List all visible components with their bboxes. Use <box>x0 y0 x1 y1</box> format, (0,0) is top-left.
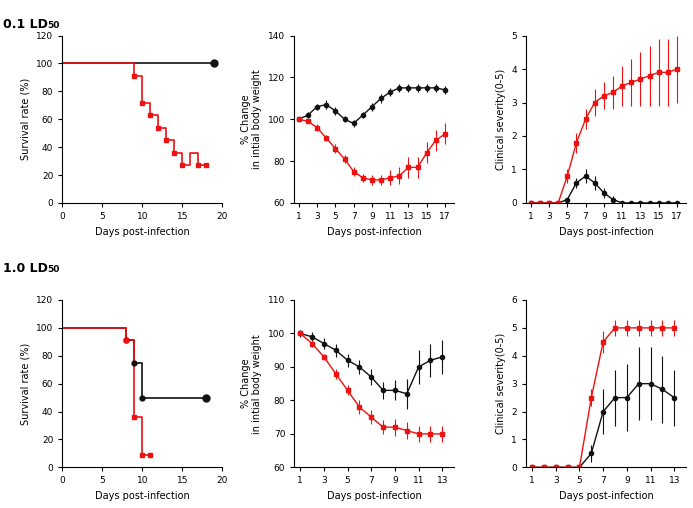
Y-axis label: Survival rate (%): Survival rate (%) <box>21 342 30 425</box>
X-axis label: Days post-infection: Days post-infection <box>95 227 190 237</box>
Y-axis label: Clinical severity(0-5): Clinical severity(0-5) <box>495 69 506 170</box>
X-axis label: Days post-infection: Days post-infection <box>559 491 653 501</box>
Y-axis label: Survival rate (%): Survival rate (%) <box>21 78 30 161</box>
X-axis label: Days post-infection: Days post-infection <box>327 491 421 501</box>
X-axis label: Days post-infection: Days post-infection <box>95 491 190 501</box>
Text: 50: 50 <box>47 21 60 30</box>
Y-axis label: Clinical severity(0-5): Clinical severity(0-5) <box>495 333 506 434</box>
Y-axis label: % Change
in intial body weight: % Change in intial body weight <box>241 70 263 169</box>
Text: 50: 50 <box>47 265 60 274</box>
X-axis label: Days post-infection: Days post-infection <box>559 227 653 237</box>
Text: 1.0 LD: 1.0 LD <box>3 262 49 275</box>
Y-axis label: % Change
in intial body weight: % Change in intial body weight <box>241 334 263 433</box>
Text: 0.1 LD: 0.1 LD <box>3 18 49 31</box>
X-axis label: Days post-infection: Days post-infection <box>327 227 421 237</box>
